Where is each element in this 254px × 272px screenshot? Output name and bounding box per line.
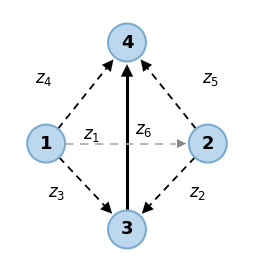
Text: $\mathit{z}_{6}$: $\mathit{z}_{6}$ [135, 121, 152, 139]
Text: $\mathit{z}_{4}$: $\mathit{z}_{4}$ [35, 70, 52, 88]
Text: $\mathit{z}_{3}$: $\mathit{z}_{3}$ [48, 184, 65, 202]
Circle shape [27, 125, 65, 163]
Text: $\mathit{z}_{2}$: $\mathit{z}_{2}$ [189, 184, 206, 202]
Text: 4: 4 [121, 33, 133, 51]
Text: 2: 2 [202, 135, 214, 153]
Circle shape [189, 125, 227, 163]
Text: 3: 3 [121, 221, 133, 239]
Circle shape [108, 211, 146, 248]
Circle shape [108, 24, 146, 61]
Text: 1: 1 [40, 135, 52, 153]
Text: $\mathit{z}_{5}$: $\mathit{z}_{5}$ [202, 70, 219, 88]
Text: $\mathit{z}_{1}$: $\mathit{z}_{1}$ [83, 126, 100, 144]
